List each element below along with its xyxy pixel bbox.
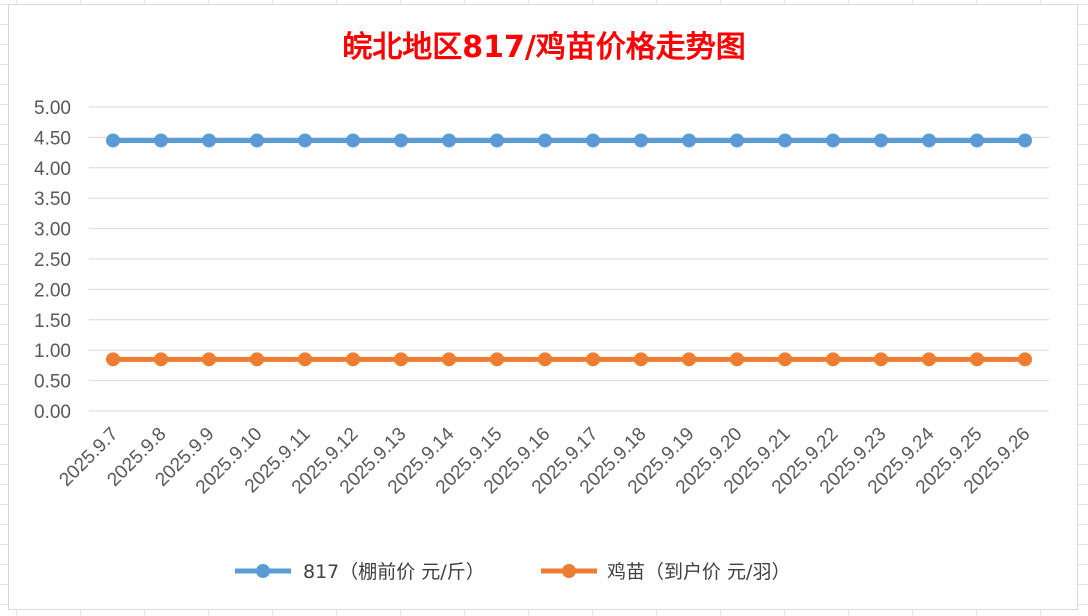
data-point: [538, 133, 552, 148]
x-axis-ticks: 2025.9.72025.9.82025.9.92025.9.102025.9.…: [55, 423, 1034, 498]
data-point: [970, 133, 984, 148]
data-point: [586, 352, 600, 367]
y-tick-label: 0.50: [34, 372, 71, 393]
legend: 817（棚前价 元/斤） 鸡苗（到户价 元/羽）: [235, 561, 790, 583]
y-tick-label: 4.50: [34, 128, 71, 149]
data-point: [874, 133, 888, 148]
legend-marker-1: [562, 564, 576, 578]
data-point: [1018, 133, 1032, 148]
data-point: [682, 133, 696, 148]
y-tick-label: 1.00: [34, 341, 71, 362]
chart-area[interactable]: 皖北地区817/鸡苗价格走势图 0.00 0.50 1.00 1.50 2.00 2.50…: [8, 4, 1078, 610]
data-point: [538, 352, 552, 367]
legend-label-0: 817（棚前价 元/斤）: [303, 561, 485, 583]
data-point: [490, 133, 504, 148]
data-point: [442, 133, 456, 148]
data-point: [634, 352, 648, 367]
data-point: [250, 352, 264, 367]
legend-marker-0: [256, 564, 270, 578]
data-point: [922, 352, 936, 367]
y-tick-label: 0.00: [34, 402, 71, 423]
data-point: [154, 133, 168, 148]
data-point: [970, 352, 984, 367]
y-tick-label: 2.00: [34, 280, 71, 301]
data-point: [346, 133, 360, 148]
gridlines: [89, 106, 1049, 412]
y-tick-label: 2.50: [34, 250, 71, 271]
data-point: [394, 133, 408, 148]
data-point: [1018, 352, 1032, 367]
y-tick-label: 3.00: [34, 220, 71, 241]
data-point: [730, 133, 744, 148]
chart-title: 皖北地区817/鸡苗价格走势图: [342, 30, 746, 65]
data-point: [202, 133, 216, 148]
data-point: [778, 133, 792, 148]
data-point: [730, 352, 744, 367]
y-tick-label: 3.50: [34, 189, 71, 210]
series-layer: [106, 133, 1032, 367]
data-point: [250, 133, 264, 148]
data-point: [298, 133, 312, 148]
legend-label-1: 鸡苗（到户价 元/羽）: [607, 561, 790, 583]
data-point: [826, 133, 840, 148]
data-point: [922, 133, 936, 148]
data-point: [442, 352, 456, 367]
data-point: [874, 352, 888, 367]
data-point: [298, 352, 312, 367]
data-point: [778, 352, 792, 367]
data-point: [154, 352, 168, 367]
line-chart: 皖北地区817/鸡苗价格走势图 0.00 0.50 1.00 1.50 2.00 2.50…: [34, 30, 1049, 583]
data-point: [202, 352, 216, 367]
data-point: [106, 352, 120, 367]
y-tick-label: 4.00: [34, 159, 71, 180]
data-point: [106, 133, 120, 148]
data-point: [346, 352, 360, 367]
data-point: [682, 352, 696, 367]
data-point: [394, 352, 408, 367]
data-point: [586, 133, 600, 148]
data-point: [490, 352, 504, 367]
y-tick-label: 1.50: [34, 311, 71, 332]
data-point: [634, 133, 648, 148]
data-point: [826, 352, 840, 367]
y-tick-label: 5.00: [34, 98, 71, 119]
y-axis-ticks: 0.00 0.50 1.00 1.50 2.00 2.50 3.00 3.50 4.00 4.50…: [34, 98, 71, 423]
